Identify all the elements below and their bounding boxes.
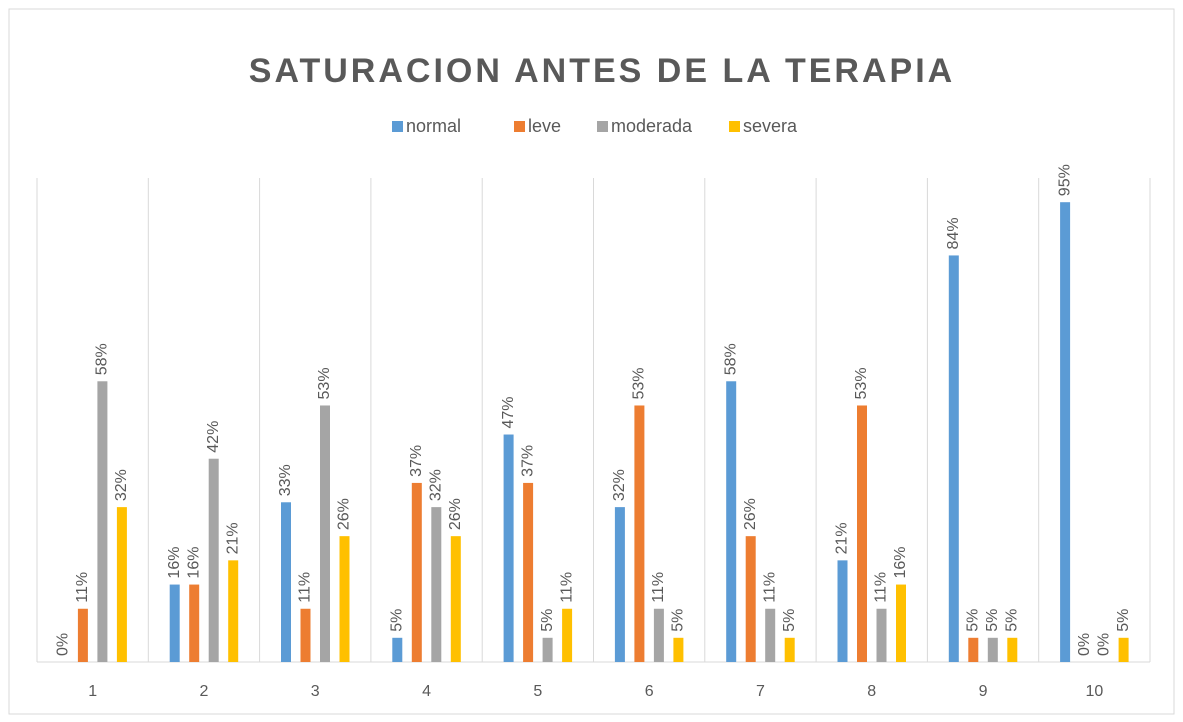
data-label: 11% [558, 572, 575, 603]
bar [784, 637, 795, 662]
data-label: 26% [447, 498, 464, 530]
data-label: 0% [55, 633, 72, 656]
bar [411, 482, 422, 662]
data-label: 5% [965, 609, 982, 632]
data-label: 84% [945, 217, 962, 249]
x-tick-label: 3 [311, 683, 320, 700]
bar [300, 608, 311, 662]
bar [281, 502, 291, 662]
bar [208, 458, 219, 662]
bar [857, 405, 867, 662]
data-label: 32% [113, 469, 130, 501]
data-label: 95% [1056, 164, 1073, 196]
data-label: 5% [984, 609, 1001, 632]
data-label: 26% [336, 498, 353, 530]
data-label: 53% [631, 367, 648, 399]
data-label: 47% [500, 396, 517, 428]
bar [896, 584, 906, 662]
bar [228, 560, 239, 662]
legend-swatch [514, 121, 525, 132]
bar [339, 536, 350, 662]
x-tick-label: 1 [88, 683, 97, 700]
x-tick-label: 9 [979, 683, 988, 700]
data-label: 16% [892, 547, 909, 579]
bar [392, 637, 403, 662]
bar [116, 507, 127, 662]
bar [837, 560, 848, 662]
data-label: 5% [781, 609, 798, 632]
data-label: 21% [224, 522, 241, 554]
bar [523, 482, 534, 662]
bar [614, 507, 625, 662]
bar [726, 381, 737, 662]
bar [745, 536, 756, 662]
bar [169, 584, 180, 662]
legend-label: severa [743, 116, 798, 136]
data-label: 58% [94, 343, 111, 375]
chart-border [8, 8, 1175, 715]
bar [450, 536, 461, 662]
x-tick-label: 7 [756, 683, 765, 700]
data-label: 26% [742, 498, 759, 530]
bar [431, 507, 442, 662]
legend-label: moderada [611, 116, 693, 136]
data-label: 11% [873, 572, 890, 603]
data-label: 16% [185, 547, 202, 579]
bar [968, 637, 979, 662]
data-label: 53% [316, 367, 333, 399]
legend-label: leve [528, 116, 561, 136]
bar [1118, 637, 1129, 662]
data-label: 0% [1076, 633, 1093, 656]
bar [1060, 202, 1071, 662]
data-label: 11% [297, 572, 314, 603]
data-label: 32% [611, 469, 628, 501]
chart-title: SATURACION ANTES DE LA TERAPIA [249, 52, 955, 90]
bar [320, 405, 330, 662]
bar [987, 637, 998, 662]
legend-swatch [729, 121, 740, 132]
bar [876, 608, 887, 662]
data-label: 11% [761, 572, 778, 603]
bar [189, 584, 200, 662]
data-label: 11% [74, 572, 91, 603]
x-tick-label: 5 [533, 683, 542, 700]
data-label: 32% [428, 469, 445, 501]
bar [673, 637, 684, 662]
bar [765, 608, 776, 662]
data-label: 37% [519, 445, 536, 477]
data-label: 42% [205, 421, 222, 453]
legend-swatch [392, 121, 403, 132]
data-label: 0% [1095, 633, 1112, 656]
bar [503, 434, 514, 662]
data-label: 5% [670, 609, 687, 632]
data-label: 11% [650, 572, 667, 603]
data-label: 5% [1115, 609, 1132, 632]
data-label: 5% [389, 609, 406, 632]
data-label: 37% [408, 445, 425, 477]
bar [77, 608, 88, 662]
data-label: 5% [539, 609, 556, 632]
bar [634, 405, 645, 662]
bar [653, 608, 664, 662]
data-label: 58% [722, 343, 739, 375]
bar [97, 381, 108, 662]
data-label: 16% [166, 547, 183, 579]
x-tick-label: 10 [1085, 683, 1103, 700]
x-tick-label: 8 [867, 683, 876, 700]
legend-swatch [597, 121, 608, 132]
bar [542, 637, 553, 662]
data-label: 5% [1004, 609, 1021, 632]
bar [948, 255, 959, 662]
x-tick-label: 6 [645, 683, 654, 700]
bar [562, 608, 573, 662]
data-label: 53% [853, 367, 870, 399]
legend-label: normal [406, 116, 461, 136]
x-tick-label: 4 [422, 683, 431, 700]
data-label: 21% [834, 522, 851, 554]
x-tick-label: 2 [199, 683, 208, 700]
data-label: 33% [277, 464, 294, 496]
bar [1007, 637, 1018, 662]
